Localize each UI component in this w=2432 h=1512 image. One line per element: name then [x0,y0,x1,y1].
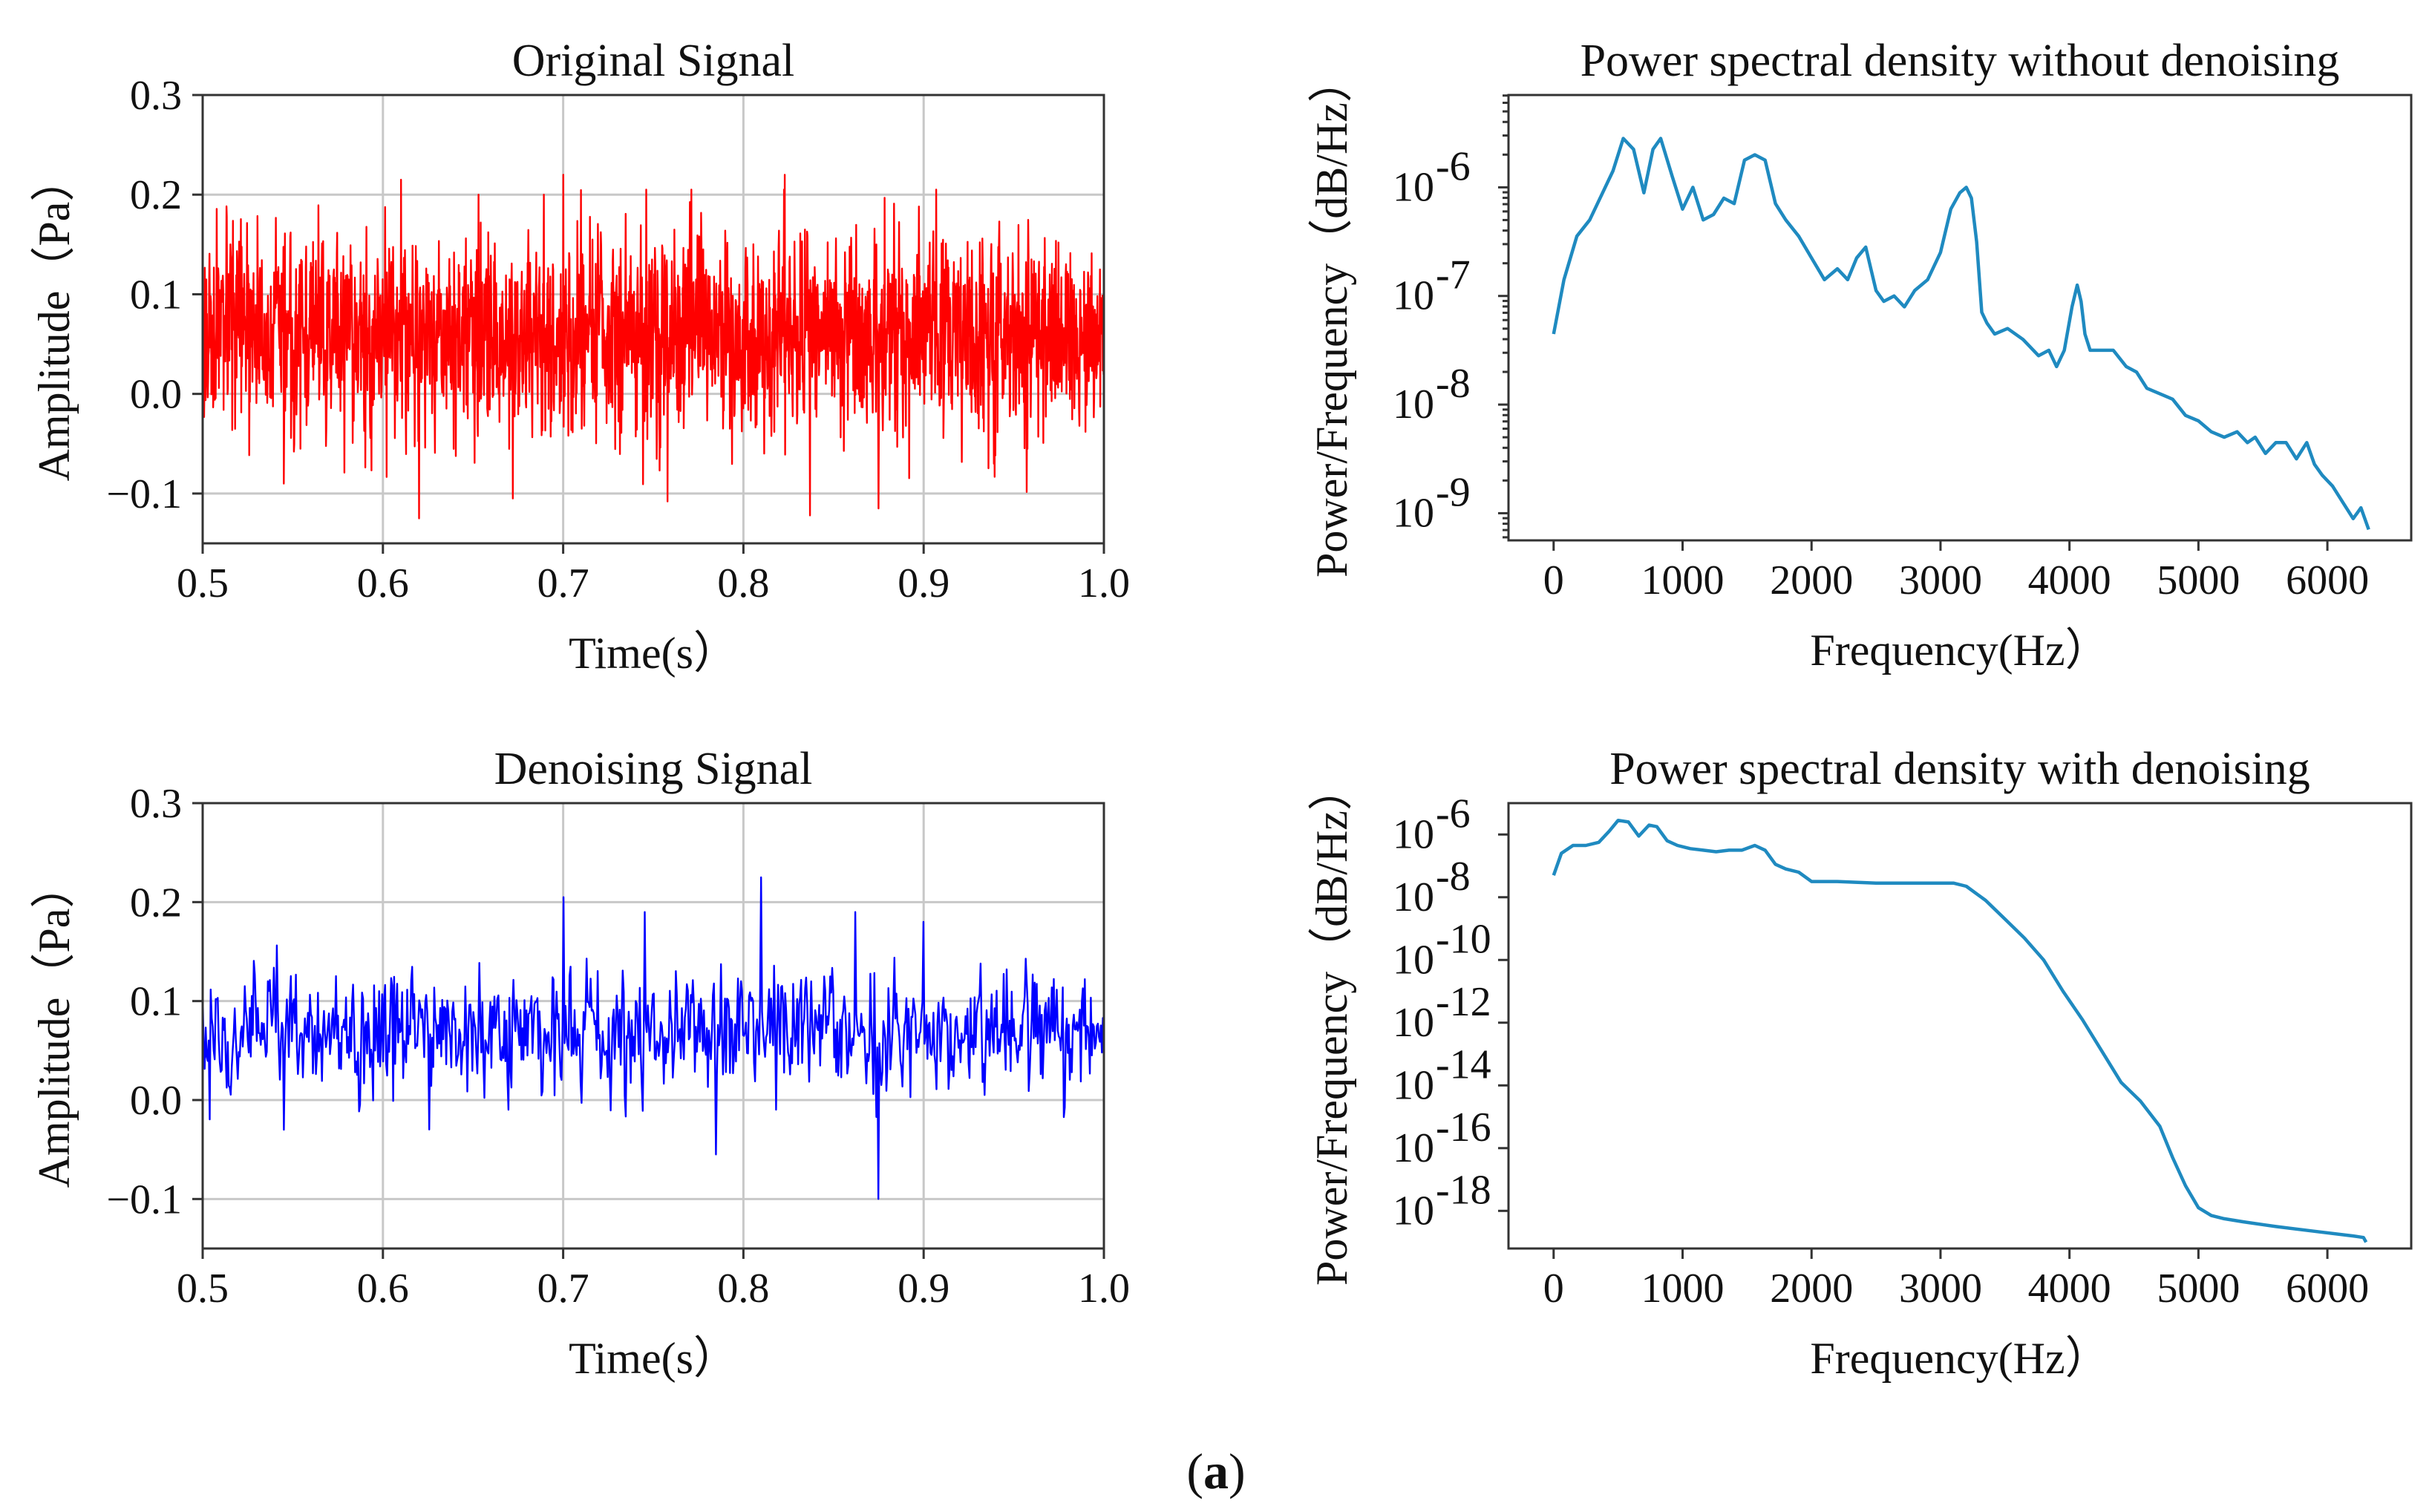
y-tick-label: 10 [1393,164,1434,210]
y-tick-label: −0.1 [106,471,182,517]
x-tick-label: 4000 [2028,557,2111,603]
x-tick-label: 2000 [1770,557,1853,603]
x-tick-label: 0.8 [717,1266,769,1312]
y-tick-label: 0.2 [130,880,182,926]
series-line-original [201,174,1105,520]
y-axis-label: Power/Frequency（dB/Hz） [1307,58,1356,577]
y-tick-label: −0.1 [106,1176,182,1223]
x-axis-label: Time(s） [569,629,738,678]
chart-title: Denoising Signal [494,744,813,794]
y-tick-exponent: -8 [1436,854,1471,900]
y-tick-label: 0.3 [130,73,182,119]
chart-title: Power spectral density without denoising [1581,36,2340,86]
x-tick-label: 0.9 [898,1266,949,1312]
y-tick-exponent: -10 [1436,916,1491,962]
y-tick-label: 0.0 [130,1078,182,1124]
x-tick-label: 0.6 [357,1266,409,1312]
x-tick-label: 0.6 [357,560,409,606]
y-tick-label: 0.3 [130,781,182,827]
y-tick-label: 10 [1393,273,1434,319]
y-tick-label: 10 [1393,1062,1434,1108]
x-tick-label: 3000 [1899,1266,1982,1312]
x-tick-label: 6000 [2286,1266,2369,1312]
x-tick-label: 1000 [1641,1266,1725,1312]
y-tick-label: 10 [1393,1000,1434,1046]
y-tick-label: 10 [1393,937,1434,983]
x-tick-label: 1.0 [1078,560,1130,606]
x-tick-label: 0.7 [537,1266,589,1312]
y-tick-label: 10 [1393,1188,1434,1234]
x-axis-label: Frequency(Hz） [1810,626,2109,675]
y-tick-label: 0.1 [130,272,182,318]
y-tick-label: 10 [1393,490,1434,536]
x-tick-label: 3000 [1899,557,1982,603]
y-axis-label: Amplitude（Pa） [30,157,79,482]
y-tick-label: 10 [1393,382,1434,428]
panel-denoising-signal: 0.5 0.6 0.7 0.8 0.9 1.0 −0.1 0.0 0.1 0.2 0.3 Denois… [30,744,1130,1383]
y-tick-exponent: -7 [1436,252,1471,298]
y-tick-exponent: -18 [1436,1167,1491,1213]
series-line-denoised [201,876,1105,1200]
x-tick-label: 5000 [2157,1266,2240,1312]
x-tick-label: 0.8 [717,560,769,606]
x-axis-label: Time(s） [569,1334,738,1383]
x-tick-label: 0.5 [177,1266,229,1312]
y-tick-label: 0.1 [130,979,182,1025]
x-tick-label: 0.5 [177,560,229,606]
y-tick-exponent: -12 [1436,979,1491,1025]
y-tick-exponent: -6 [1436,143,1471,189]
x-tick-label: 1000 [1641,557,1725,603]
y-tick-label: 0.2 [130,172,182,218]
y-axis-label: Power/Frequency（dB/Hz） [1307,766,1356,1286]
x-tick-label: 1.0 [1078,1266,1130,1312]
series-line-psd_raw [1552,137,2370,531]
y-axis-label: Amplitude（Pa） [30,864,79,1188]
figure-caption: (a) [1186,1443,1245,1499]
y-tick-exponent: -8 [1436,361,1471,407]
chart-title: Original Signal [512,36,795,86]
x-tick-label: 2000 [1770,1266,1853,1312]
plot-frame [201,802,1105,1250]
panel-original-signal: 0.5 0.6 0.7 0.8 0.9 1.0 −0.1 0.0 0.1 0.2 0.3 Origin… [30,36,1130,678]
y-tick-exponent: -14 [1436,1041,1491,1087]
x-tick-label: 5000 [2157,557,2240,603]
series-line-psd_denoised [1552,818,2368,1243]
y-tick-label: 10 [1393,1125,1434,1171]
y-tick-exponent: -6 [1436,791,1471,837]
x-tick-label: 0.9 [898,560,949,606]
y-tick-exponent: -9 [1436,469,1471,515]
plot-frame [1507,802,2413,1250]
y-tick-label: 10 [1393,874,1434,920]
x-tick-label: 0 [1543,1266,1564,1312]
chart-title: Power spectral density with denoising [1609,744,2310,794]
y-tick-label: 10 [1393,811,1434,857]
plot-frame [201,94,1105,545]
x-tick-label: 6000 [2286,557,2369,603]
x-axis-label: Frequency(Hz） [1810,1334,2109,1383]
plot-frame [1507,94,2413,542]
y-tick-exponent: -16 [1436,1104,1491,1151]
panel-psd-with-denoising: 0 1000 2000 3000 4000 5000 600010-1810-1610-14… [1307,744,2413,1383]
x-tick-label: 0 [1543,557,1564,603]
y-tick-label: 0.0 [130,372,182,418]
x-tick-label: 4000 [2028,1266,2111,1312]
x-tick-label: 0.7 [537,560,589,606]
